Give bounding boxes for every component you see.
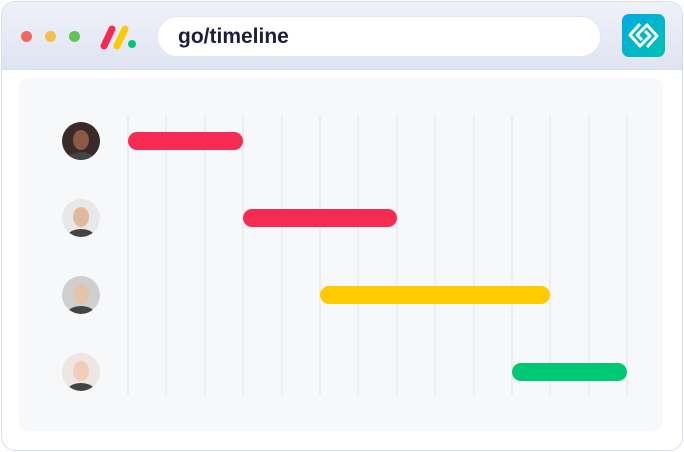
grid-line (549, 115, 552, 395)
timeline-bar[interactable] (128, 132, 244, 150)
timeline-bar[interactable] (320, 286, 551, 304)
close-button[interactable] (21, 31, 32, 42)
monday-logo-icon (100, 25, 136, 50)
grid-line (127, 115, 129, 395)
grid-line (511, 115, 513, 395)
url-text: go/timeline (178, 25, 289, 48)
maximize-button[interactable] (69, 31, 80, 42)
grid-line (242, 115, 245, 395)
grid-line (434, 115, 437, 395)
person-1-avatar (62, 122, 100, 160)
grid-line (587, 115, 590, 395)
grid-line (357, 115, 360, 395)
grid-line (472, 115, 475, 395)
grid-line (165, 115, 168, 395)
grid-line (395, 115, 398, 395)
person-3-avatar (62, 276, 100, 314)
grid-line (319, 115, 321, 395)
address-bar[interactable]: go/timeline (157, 16, 601, 57)
person-2-avatar (62, 199, 100, 237)
grid-line (280, 115, 283, 395)
grid-line (626, 115, 629, 395)
extension-button[interactable] (622, 14, 665, 57)
grid-line (203, 115, 206, 395)
linked-diamonds-icon (628, 22, 659, 49)
title-bar: go/timeline (2, 2, 682, 70)
minimize-button[interactable] (45, 31, 56, 42)
timeline-bar[interactable] (512, 363, 628, 381)
timeline-bar[interactable] (243, 209, 397, 227)
person-4-avatar (62, 353, 100, 391)
